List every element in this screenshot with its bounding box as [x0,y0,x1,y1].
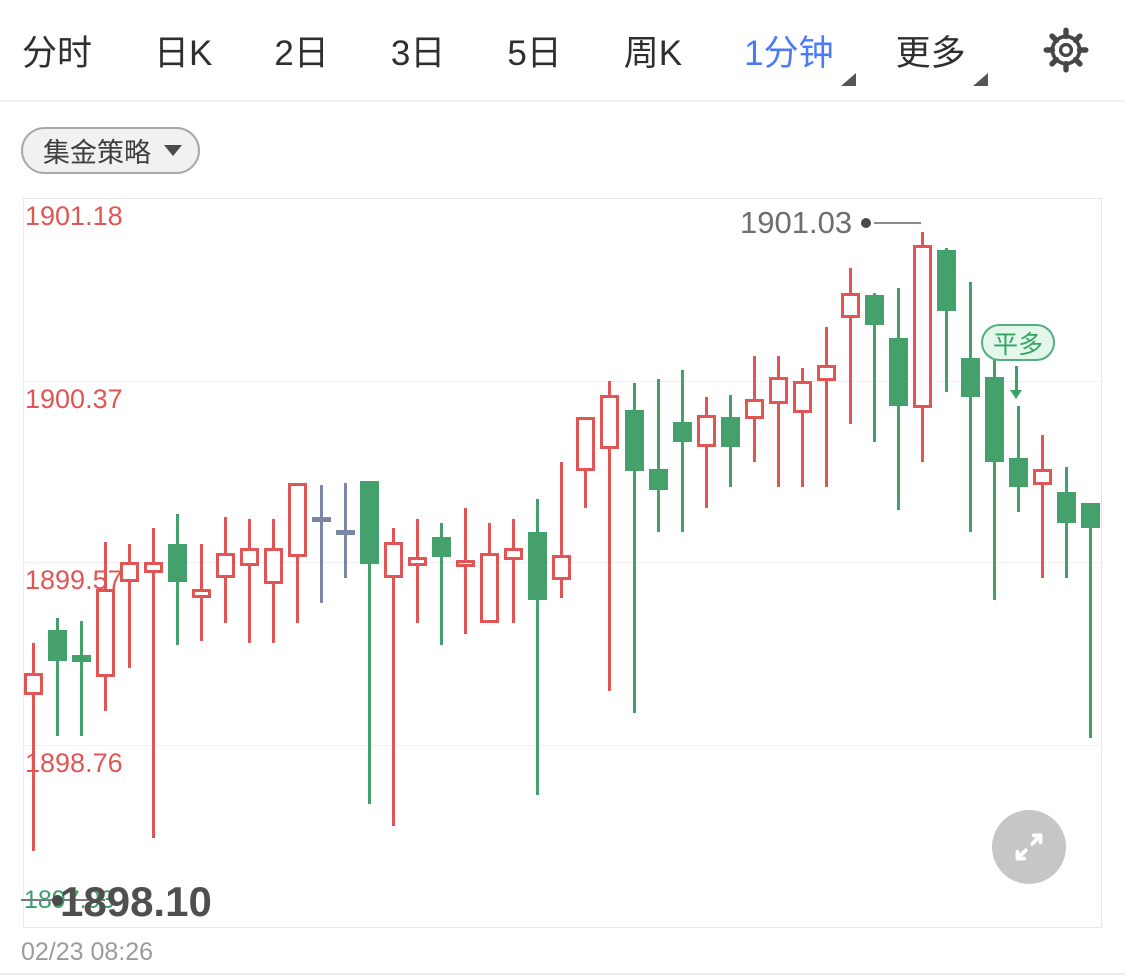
tab-8[interactable]: 更多 [895,25,988,86]
tab-label: 5日 [507,33,562,73]
low-price-marker-line [21,899,105,901]
chart-timestamp: 02/23 08:26 [21,938,154,966]
signal-badge-close-long[interactable]: 平多 [981,324,1055,361]
signal-badge-label: 平多 [992,330,1043,359]
tab-1[interactable]: 分时 [22,25,92,76]
tab-7[interactable]: 1分钟 [744,25,856,86]
tab-label: 分时 [22,33,93,73]
tab-2[interactable]: 日K [154,25,212,76]
tab-label: 日K [154,33,213,73]
tab-label: 更多 [895,33,966,73]
tab-label: 周K [623,33,683,73]
period-tab-bar: 分时 日K 2日 3日 5日 周K 1分钟 更多 [0,0,1125,102]
tab-label: 2日 [274,33,329,73]
tab-3[interactable]: 2日 [274,25,328,76]
fullscreen-button[interactable] [992,810,1066,884]
high-price-label: 1901.03 [740,205,853,240]
caret-down-icon [164,145,182,156]
settings-button[interactable] [1041,25,1091,75]
tab-4[interactable]: 3日 [391,25,445,76]
signal-arrow-down-icon [1010,390,1022,399]
tab-6[interactable]: 周K [624,25,682,76]
strategy-dropdown-button[interactable]: 集金策略 [21,127,200,174]
gear-icon [1043,27,1089,73]
tab-label: 3日 [390,33,446,73]
signal-arrow-line [1015,366,1018,390]
tab-caret-icon [972,72,988,86]
tab-label: 1分钟 [744,33,834,73]
chart-plot-area[interactable] [23,198,1102,928]
high-price-marker-dot [861,218,871,228]
high-price-marker-line [874,222,921,224]
strategy-dropdown-label: 集金策略 [43,138,151,168]
tab-caret-icon [840,72,856,86]
tab-5[interactable]: 5日 [507,25,561,76]
bottom-divider [0,973,1125,975]
last-price-value: 1898.10 [60,878,212,925]
expand-arrows-icon [1015,833,1043,861]
low-price-marker-dot [52,895,63,906]
